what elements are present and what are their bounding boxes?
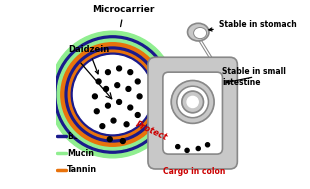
Text: Daidzein: Daidzein — [68, 45, 109, 74]
Ellipse shape — [193, 27, 207, 39]
Circle shape — [92, 94, 97, 99]
Circle shape — [120, 139, 125, 143]
Circle shape — [57, 39, 168, 150]
FancyBboxPatch shape — [163, 72, 223, 154]
Circle shape — [111, 118, 116, 123]
Circle shape — [68, 50, 157, 139]
Circle shape — [94, 109, 99, 114]
Circle shape — [73, 55, 152, 134]
Circle shape — [54, 36, 171, 153]
Circle shape — [135, 113, 140, 117]
Circle shape — [128, 105, 133, 110]
Text: Microcarrier: Microcarrier — [93, 5, 155, 27]
Circle shape — [182, 91, 203, 113]
Circle shape — [117, 100, 122, 104]
Circle shape — [187, 96, 198, 108]
Circle shape — [177, 86, 209, 118]
Circle shape — [124, 122, 129, 127]
Circle shape — [107, 137, 112, 142]
Circle shape — [126, 87, 131, 91]
FancyBboxPatch shape — [148, 57, 237, 169]
Circle shape — [100, 124, 105, 129]
Circle shape — [104, 87, 108, 91]
Circle shape — [137, 94, 142, 99]
Text: Tannin: Tannin — [67, 165, 97, 174]
Text: BSA: BSA — [67, 132, 86, 141]
Circle shape — [96, 79, 101, 84]
Circle shape — [105, 70, 110, 75]
Circle shape — [185, 148, 189, 152]
Circle shape — [61, 43, 164, 146]
Text: Stable in stomach: Stable in stomach — [209, 20, 296, 31]
Circle shape — [206, 143, 210, 147]
Text: Protect: Protect — [134, 119, 169, 142]
Circle shape — [71, 53, 154, 136]
Ellipse shape — [188, 23, 209, 41]
Circle shape — [49, 31, 176, 158]
Circle shape — [196, 146, 200, 151]
Circle shape — [128, 70, 133, 75]
Circle shape — [171, 81, 214, 123]
Circle shape — [115, 83, 120, 88]
Text: Stable in small
intestine: Stable in small intestine — [223, 67, 286, 87]
Text: Cargo in colon: Cargo in colon — [163, 167, 226, 176]
Circle shape — [117, 66, 122, 71]
Circle shape — [135, 79, 140, 84]
Circle shape — [105, 103, 110, 108]
Circle shape — [65, 47, 160, 142]
Text: Mucin: Mucin — [67, 149, 94, 158]
Circle shape — [176, 145, 180, 149]
